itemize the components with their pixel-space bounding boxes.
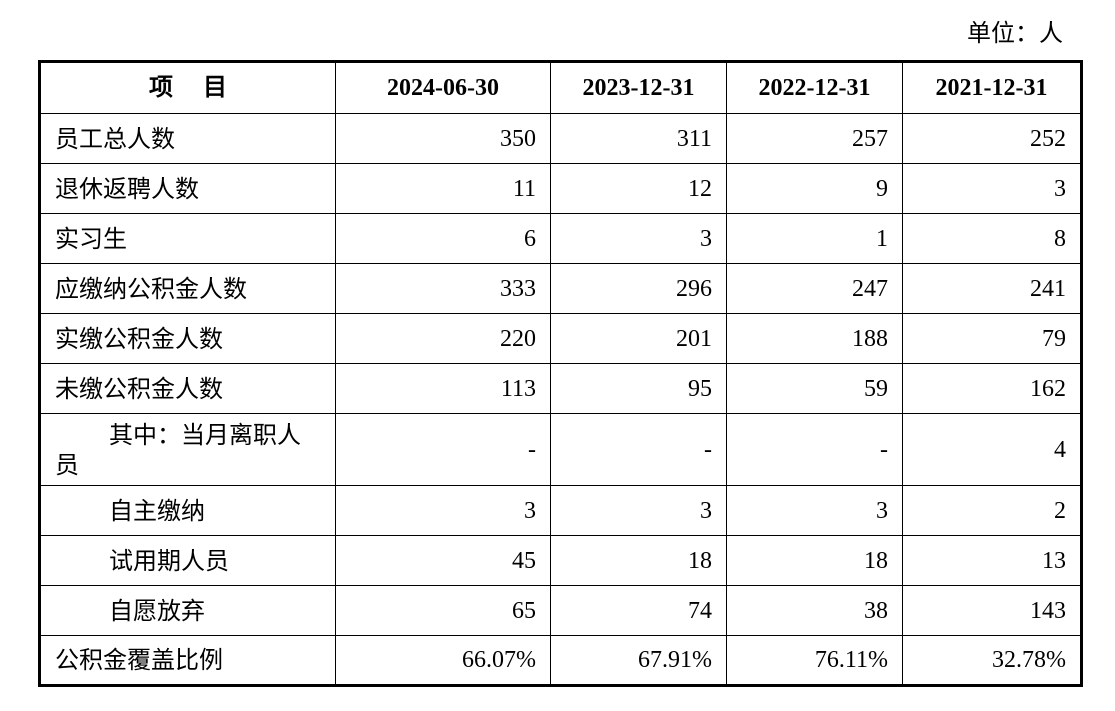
cell-value: 3: [335, 485, 551, 536]
cell-value: 296: [550, 263, 727, 314]
row-label: 自愿放弃: [39, 585, 336, 636]
cell-value: 95: [550, 363, 727, 414]
row-label: 退休返聘人数: [39, 163, 336, 214]
cell-value: 45: [335, 535, 551, 586]
cell-value: 247: [726, 263, 903, 314]
table-row: 自主缴纳 3 3 3 2: [39, 485, 1082, 536]
unit-label: 单位：人: [967, 19, 1063, 47]
cell-value: 76.11%: [726, 635, 903, 686]
cell-value: 350: [335, 113, 551, 164]
cell-value: 257: [726, 113, 903, 164]
cell-value: -: [335, 413, 551, 486]
cell-value: 38: [726, 585, 903, 636]
cell-value: 79: [902, 313, 1082, 364]
cell-value: 32.78%: [902, 635, 1082, 686]
row-label: 其中：当月离职人员: [39, 413, 336, 486]
cell-value: 67.91%: [550, 635, 727, 686]
cell-value: 11: [335, 163, 551, 214]
cell-value: 66.07%: [335, 635, 551, 686]
cell-value: 333: [335, 263, 551, 314]
cell-value: 3: [726, 485, 903, 536]
cell-value: -: [726, 413, 903, 486]
cell-value: 8: [902, 213, 1082, 264]
table-row: 公积金覆盖比例 66.07% 67.91% 76.11% 32.78%: [39, 635, 1082, 686]
cell-value: 3: [902, 163, 1082, 214]
header-date: 2022-12-31: [726, 61, 903, 114]
cell-value: -: [550, 413, 727, 486]
row-label: 自主缴纳: [39, 485, 336, 536]
cell-value: 13: [902, 535, 1082, 586]
cell-value: 113: [335, 363, 551, 414]
table-row: 实缴公积金人数 220 201 188 79: [39, 313, 1082, 364]
cell-value: 59: [726, 363, 903, 414]
row-label: 实习生: [39, 213, 336, 264]
cell-value: 2: [902, 485, 1082, 536]
table-row: 实习生 6 3 1 8: [39, 213, 1082, 264]
cell-value: 220: [335, 313, 551, 364]
cell-value: 18: [726, 535, 903, 586]
cell-value: 241: [902, 263, 1082, 314]
cell-value: 9: [726, 163, 903, 214]
cell-value: 311: [550, 113, 727, 164]
cell-value: 1: [726, 213, 903, 264]
cell-value: 4: [902, 413, 1082, 486]
cell-value: 162: [902, 363, 1082, 414]
table-header-row: 项目 2024-06-30 2023-12-31 2022-12-31 2021…: [39, 61, 1082, 114]
row-label: 员工总人数: [39, 113, 336, 164]
cell-value: 143: [902, 585, 1082, 636]
row-label: 未缴公积金人数: [39, 363, 336, 414]
table-row: 其中：当月离职人员 - - - 4: [39, 413, 1082, 486]
cell-value: 3: [550, 213, 727, 264]
table-row: 试用期人员 45 18 18 13: [39, 535, 1082, 586]
table-row: 退休返聘人数 11 12 9 3: [39, 163, 1082, 214]
cell-value: 74: [550, 585, 727, 636]
staff-housing-fund-table: 项目 2024-06-30 2023-12-31 2022-12-31 2021…: [38, 60, 1083, 687]
cell-value: 252: [902, 113, 1082, 164]
cell-value: 12: [550, 163, 727, 214]
table-row: 应缴纳公积金人数 333 296 247 241: [39, 263, 1082, 314]
header-date: 2023-12-31: [550, 61, 727, 114]
cell-value: 6: [335, 213, 551, 264]
row-label: 应缴纳公积金人数: [39, 263, 336, 314]
row-label: 实缴公积金人数: [39, 313, 336, 364]
cell-value: 65: [335, 585, 551, 636]
header-item: 项目: [39, 61, 336, 114]
cell-value: 188: [726, 313, 903, 364]
cell-value: 18: [550, 535, 727, 586]
header-date: 2021-12-31: [902, 61, 1082, 114]
cell-value: 3: [550, 485, 727, 536]
table-row: 未缴公积金人数 113 95 59 162: [39, 363, 1082, 414]
cell-value: 201: [550, 313, 727, 364]
table-row: 员工总人数 350 311 257 252: [39, 113, 1082, 164]
row-label: 试用期人员: [39, 535, 336, 586]
header-date: 2024-06-30: [335, 61, 551, 114]
table-row: 自愿放弃 65 74 38 143: [39, 585, 1082, 636]
row-label: 公积金覆盖比例: [39, 635, 336, 686]
